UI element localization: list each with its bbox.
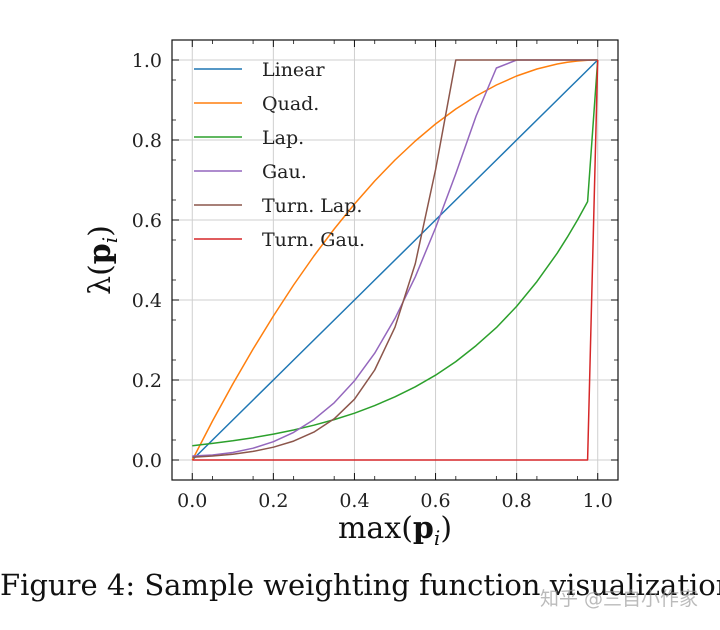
legend-label-gau: Gau.: [262, 161, 307, 183]
y-tick-label: 0.6: [132, 210, 162, 232]
x-tick-label: 0.2: [258, 490, 288, 512]
y-axis-label-post: ): [83, 225, 118, 237]
y-tick-label: 0.8: [132, 130, 162, 152]
y-axis-label-pre: λ(: [83, 264, 118, 295]
legend-label-turn-gau: Turn. Gau.: [262, 229, 365, 251]
legend-label-linear: Linear: [262, 59, 326, 81]
x-tick-label: 0.8: [502, 490, 532, 512]
x-axis-label-pre: max(: [338, 511, 413, 546]
legend-label-quad: Quad.: [262, 93, 319, 115]
y-tick-label: 0.4: [132, 290, 162, 312]
y-axis-label: λ(pi): [83, 225, 122, 295]
y-tick-label: 1.0: [132, 50, 162, 72]
x-tick-label: 1.0: [583, 490, 613, 512]
series-line-turn-gau: [192, 59, 599, 461]
x-axis-label-post: ): [440, 511, 452, 546]
y-tick-label: 0.0: [132, 450, 162, 472]
x-axis-label: max(pi): [338, 511, 452, 550]
plot-frame: [171, 39, 619, 481]
series-line-turn-lap: [192, 59, 598, 459]
line-chart: 0.0 0.2 0.4 0.6 0.8 1.0 0.0 0.2 0.4 0.6 0.8 1.0 Lin…: [83, 39, 619, 550]
y-tick-label: 0.2: [132, 370, 162, 392]
x-axis-label-sub: i: [434, 526, 440, 550]
x-tick-label: 0.6: [420, 490, 450, 512]
y-axis-label-sub: i: [98, 237, 122, 243]
series-line-lap: [192, 59, 599, 447]
figure-caption: Figure 4: Sample weighting function visu…: [0, 568, 720, 602]
legend-label-turn-lap: Turn. Lap.: [262, 195, 362, 217]
legend-label-lap: Lap.: [262, 127, 304, 149]
series-line-linear: [191, 59, 599, 461]
x-axis-label-bold: p: [413, 511, 434, 546]
watermark: 知乎 @三自小作家: [539, 588, 698, 610]
series-line-quad: [191, 59, 598, 461]
x-tick-label: 0.4: [339, 490, 369, 512]
x-tick-label: 0.0: [177, 490, 207, 512]
y-axis-label-bold: p: [83, 243, 118, 264]
